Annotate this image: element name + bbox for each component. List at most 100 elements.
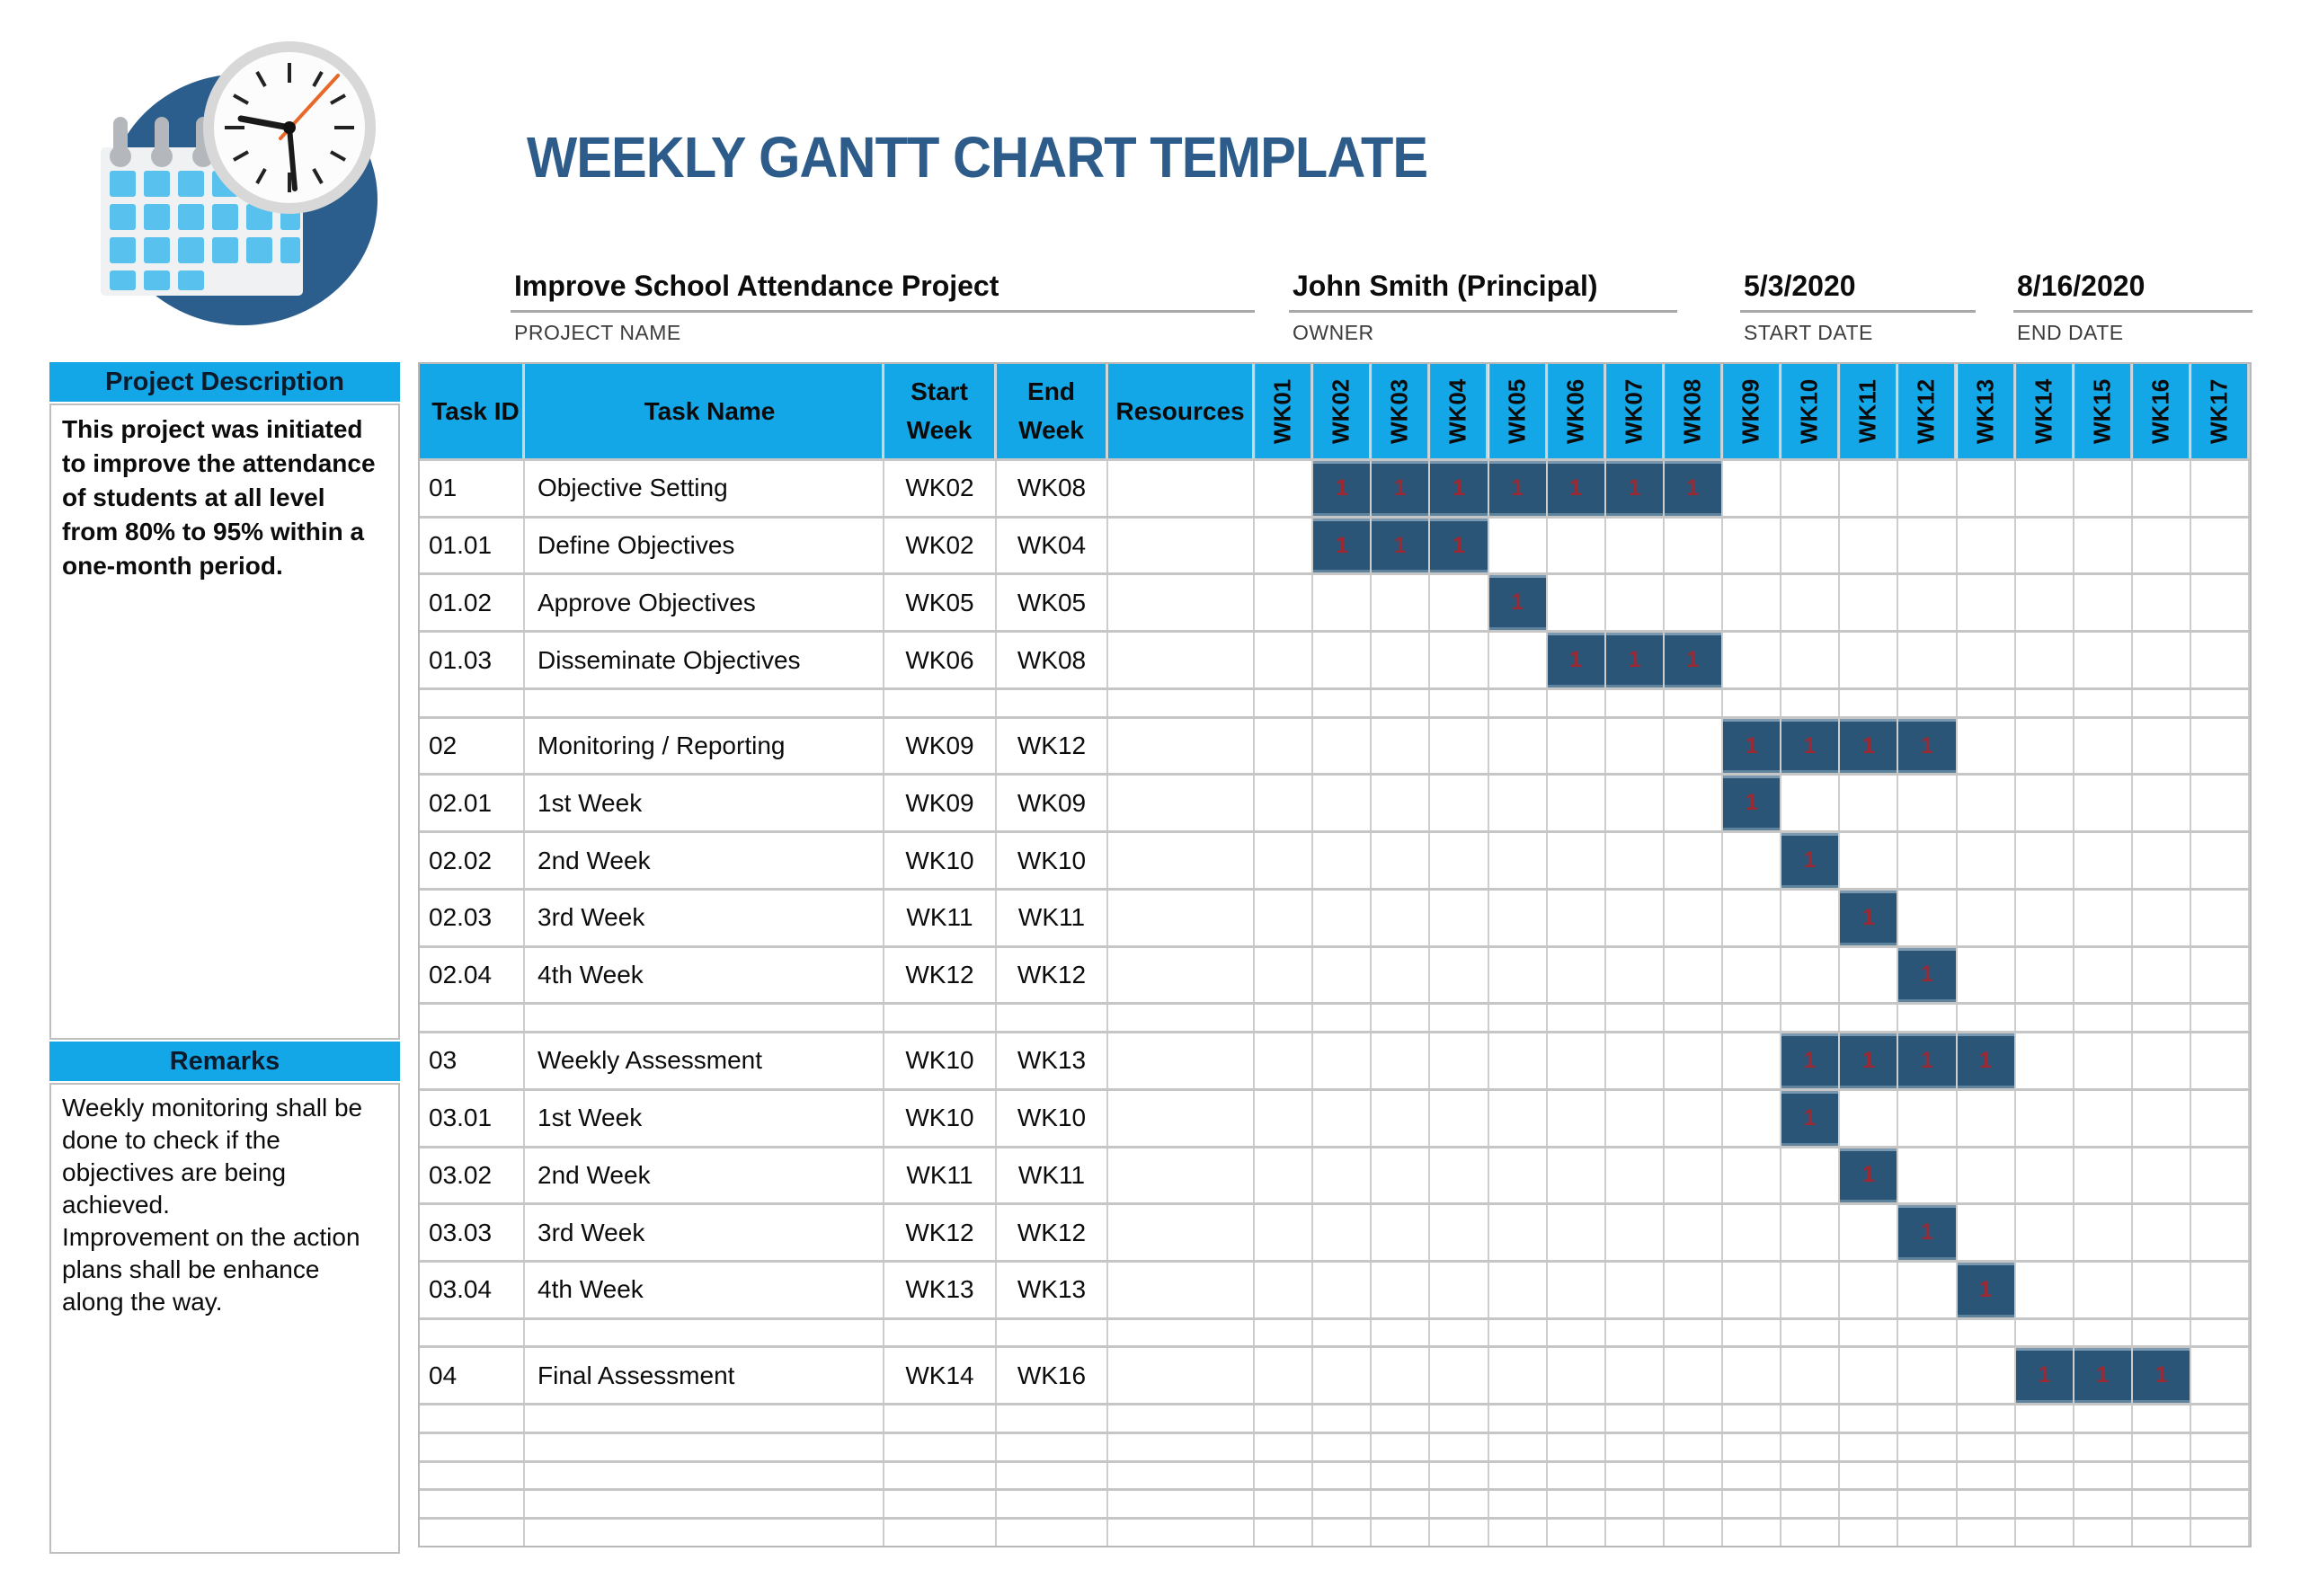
week-cell[interactable] bbox=[1489, 833, 1548, 888]
task-id-cell[interactable]: 01.01 bbox=[420, 518, 525, 573]
gantt-bar-cell[interactable]: 1 bbox=[1488, 575, 1548, 631]
week-cell[interactable] bbox=[2016, 947, 2074, 1003]
week-cell[interactable] bbox=[1548, 1433, 1606, 1460]
week-cell[interactable] bbox=[1958, 1405, 2016, 1432]
week-cell[interactable] bbox=[1840, 689, 1899, 716]
week-cell[interactable] bbox=[1430, 1319, 1489, 1346]
week-cell[interactable] bbox=[1430, 1148, 1489, 1203]
week-cell[interactable] bbox=[1781, 1205, 1841, 1261]
week-cell[interactable] bbox=[2191, 1405, 2251, 1432]
week-cell[interactable] bbox=[1723, 1319, 1782, 1346]
week-cell[interactable] bbox=[1489, 776, 1548, 831]
week-cell[interactable] bbox=[1723, 1462, 1782, 1489]
week-cell[interactable] bbox=[1489, 1319, 1548, 1346]
task-name-cell[interactable]: 2nd Week bbox=[525, 833, 884, 888]
task-name-cell[interactable] bbox=[525, 1520, 884, 1546]
start-week-cell[interactable]: WK11 bbox=[884, 890, 997, 945]
week-cell[interactable] bbox=[1665, 689, 1723, 716]
gantt-bar-cell[interactable]: 1 bbox=[1898, 1205, 1958, 1261]
week-cell[interactable] bbox=[1958, 1090, 2016, 1146]
week-cell[interactable] bbox=[1430, 689, 1489, 716]
week-cell[interactable] bbox=[1723, 947, 1782, 1003]
week-cell[interactable] bbox=[1548, 890, 1606, 945]
week-cell[interactable] bbox=[1489, 1491, 1548, 1518]
week-cell[interactable] bbox=[2191, 718, 2251, 774]
week-cell[interactable] bbox=[1548, 518, 1606, 573]
task-name-cell[interactable]: 2nd Week bbox=[525, 1148, 884, 1203]
week-cell[interactable] bbox=[1898, 833, 1958, 888]
end-week-cell[interactable] bbox=[997, 689, 1108, 716]
start-week-cell[interactable]: WK09 bbox=[884, 776, 997, 831]
gantt-bar-cell[interactable]: 1 bbox=[1840, 1148, 1899, 1203]
week-cell[interactable] bbox=[1723, 1491, 1782, 1518]
gantt-bar-cell[interactable]: 1 bbox=[1313, 518, 1373, 573]
week-cell[interactable] bbox=[1430, 1491, 1489, 1518]
week-cell[interactable] bbox=[1548, 1033, 1606, 1088]
week-cell[interactable] bbox=[2074, 1433, 2133, 1460]
week-cell[interactable] bbox=[2074, 1520, 2133, 1546]
gantt-bar-cell[interactable]: 1 bbox=[1664, 461, 1723, 516]
week-cell[interactable] bbox=[1723, 633, 1782, 687]
week-cell[interactable] bbox=[1548, 1405, 1606, 1432]
task-name-cell[interactable]: Weekly Assessment bbox=[525, 1033, 884, 1088]
week-cell[interactable] bbox=[1723, 518, 1782, 573]
week-cell[interactable] bbox=[1781, 1319, 1841, 1346]
week-cell[interactable] bbox=[1898, 776, 1958, 831]
resources-cell[interactable] bbox=[1108, 1005, 1255, 1032]
week-cell[interactable] bbox=[2191, 947, 2251, 1003]
week-cell[interactable] bbox=[2016, 1263, 2074, 1317]
week-cell[interactable] bbox=[1313, 1033, 1373, 1088]
week-cell[interactable] bbox=[2133, 1148, 2191, 1203]
task-name-cell[interactable]: Final Assessment bbox=[525, 1348, 884, 1404]
week-cell[interactable] bbox=[2074, 1263, 2133, 1317]
week-cell[interactable] bbox=[2191, 633, 2251, 687]
gantt-bar-cell[interactable]: 1 bbox=[1723, 718, 1782, 774]
week-cell[interactable] bbox=[1958, 833, 2016, 888]
week-cell[interactable] bbox=[1840, 776, 1899, 831]
week-cell[interactable] bbox=[1665, 776, 1723, 831]
week-cell[interactable] bbox=[2191, 776, 2251, 831]
week-cell[interactable] bbox=[1840, 1005, 1899, 1032]
week-cell[interactable] bbox=[1958, 1005, 2016, 1032]
week-cell[interactable] bbox=[2016, 1148, 2074, 1203]
week-cell[interactable] bbox=[1723, 1033, 1782, 1088]
week-cell[interactable] bbox=[1489, 689, 1548, 716]
week-cell[interactable] bbox=[2191, 461, 2251, 516]
start-week-cell[interactable]: WK11 bbox=[884, 1148, 997, 1203]
week-cell[interactable] bbox=[2074, 1090, 2133, 1146]
resources-cell[interactable] bbox=[1108, 890, 1255, 945]
week-cell[interactable] bbox=[1548, 689, 1606, 716]
week-cell[interactable] bbox=[1665, 1263, 1723, 1317]
resources-cell[interactable] bbox=[1108, 947, 1255, 1003]
task-id-cell[interactable] bbox=[420, 1405, 525, 1432]
resources-cell[interactable] bbox=[1108, 633, 1255, 687]
week-cell[interactable] bbox=[1255, 1491, 1314, 1518]
week-cell[interactable] bbox=[1840, 1205, 1899, 1261]
week-cell[interactable] bbox=[1430, 1520, 1489, 1546]
week-cell[interactable] bbox=[1489, 1405, 1548, 1432]
week-cell[interactable] bbox=[1840, 1433, 1899, 1460]
week-cell[interactable] bbox=[1958, 575, 2016, 631]
week-cell[interactable] bbox=[2133, 1005, 2191, 1032]
resources-cell[interactable] bbox=[1108, 776, 1255, 831]
week-cell[interactable] bbox=[2016, 890, 2074, 945]
task-id-cell[interactable] bbox=[420, 1491, 525, 1518]
week-cell[interactable] bbox=[1606, 1520, 1665, 1546]
week-cell[interactable] bbox=[1723, 1433, 1782, 1460]
week-cell[interactable] bbox=[1723, 689, 1782, 716]
week-cell[interactable] bbox=[1430, 1263, 1489, 1317]
end-week-cell[interactable]: WK11 bbox=[997, 1148, 1108, 1203]
week-cell[interactable] bbox=[1255, 461, 1314, 516]
gantt-bar-cell[interactable]: 1 bbox=[1781, 833, 1841, 888]
week-cell[interactable] bbox=[1606, 689, 1665, 716]
week-cell[interactable] bbox=[1781, 1520, 1841, 1546]
start-week-cell[interactable]: WK12 bbox=[884, 1205, 997, 1261]
gantt-bar-cell[interactable]: 1 bbox=[1840, 718, 1899, 774]
project-description-box[interactable]: This project was initiated to improve th… bbox=[49, 403, 400, 1040]
week-cell[interactable] bbox=[2074, 461, 2133, 516]
task-name-cell[interactable]: Monitoring / Reporting bbox=[525, 718, 884, 774]
week-cell[interactable] bbox=[1548, 1205, 1606, 1261]
week-cell[interactable] bbox=[1958, 947, 2016, 1003]
week-cell[interactable] bbox=[2133, 575, 2191, 631]
week-cell[interactable] bbox=[1255, 718, 1314, 774]
